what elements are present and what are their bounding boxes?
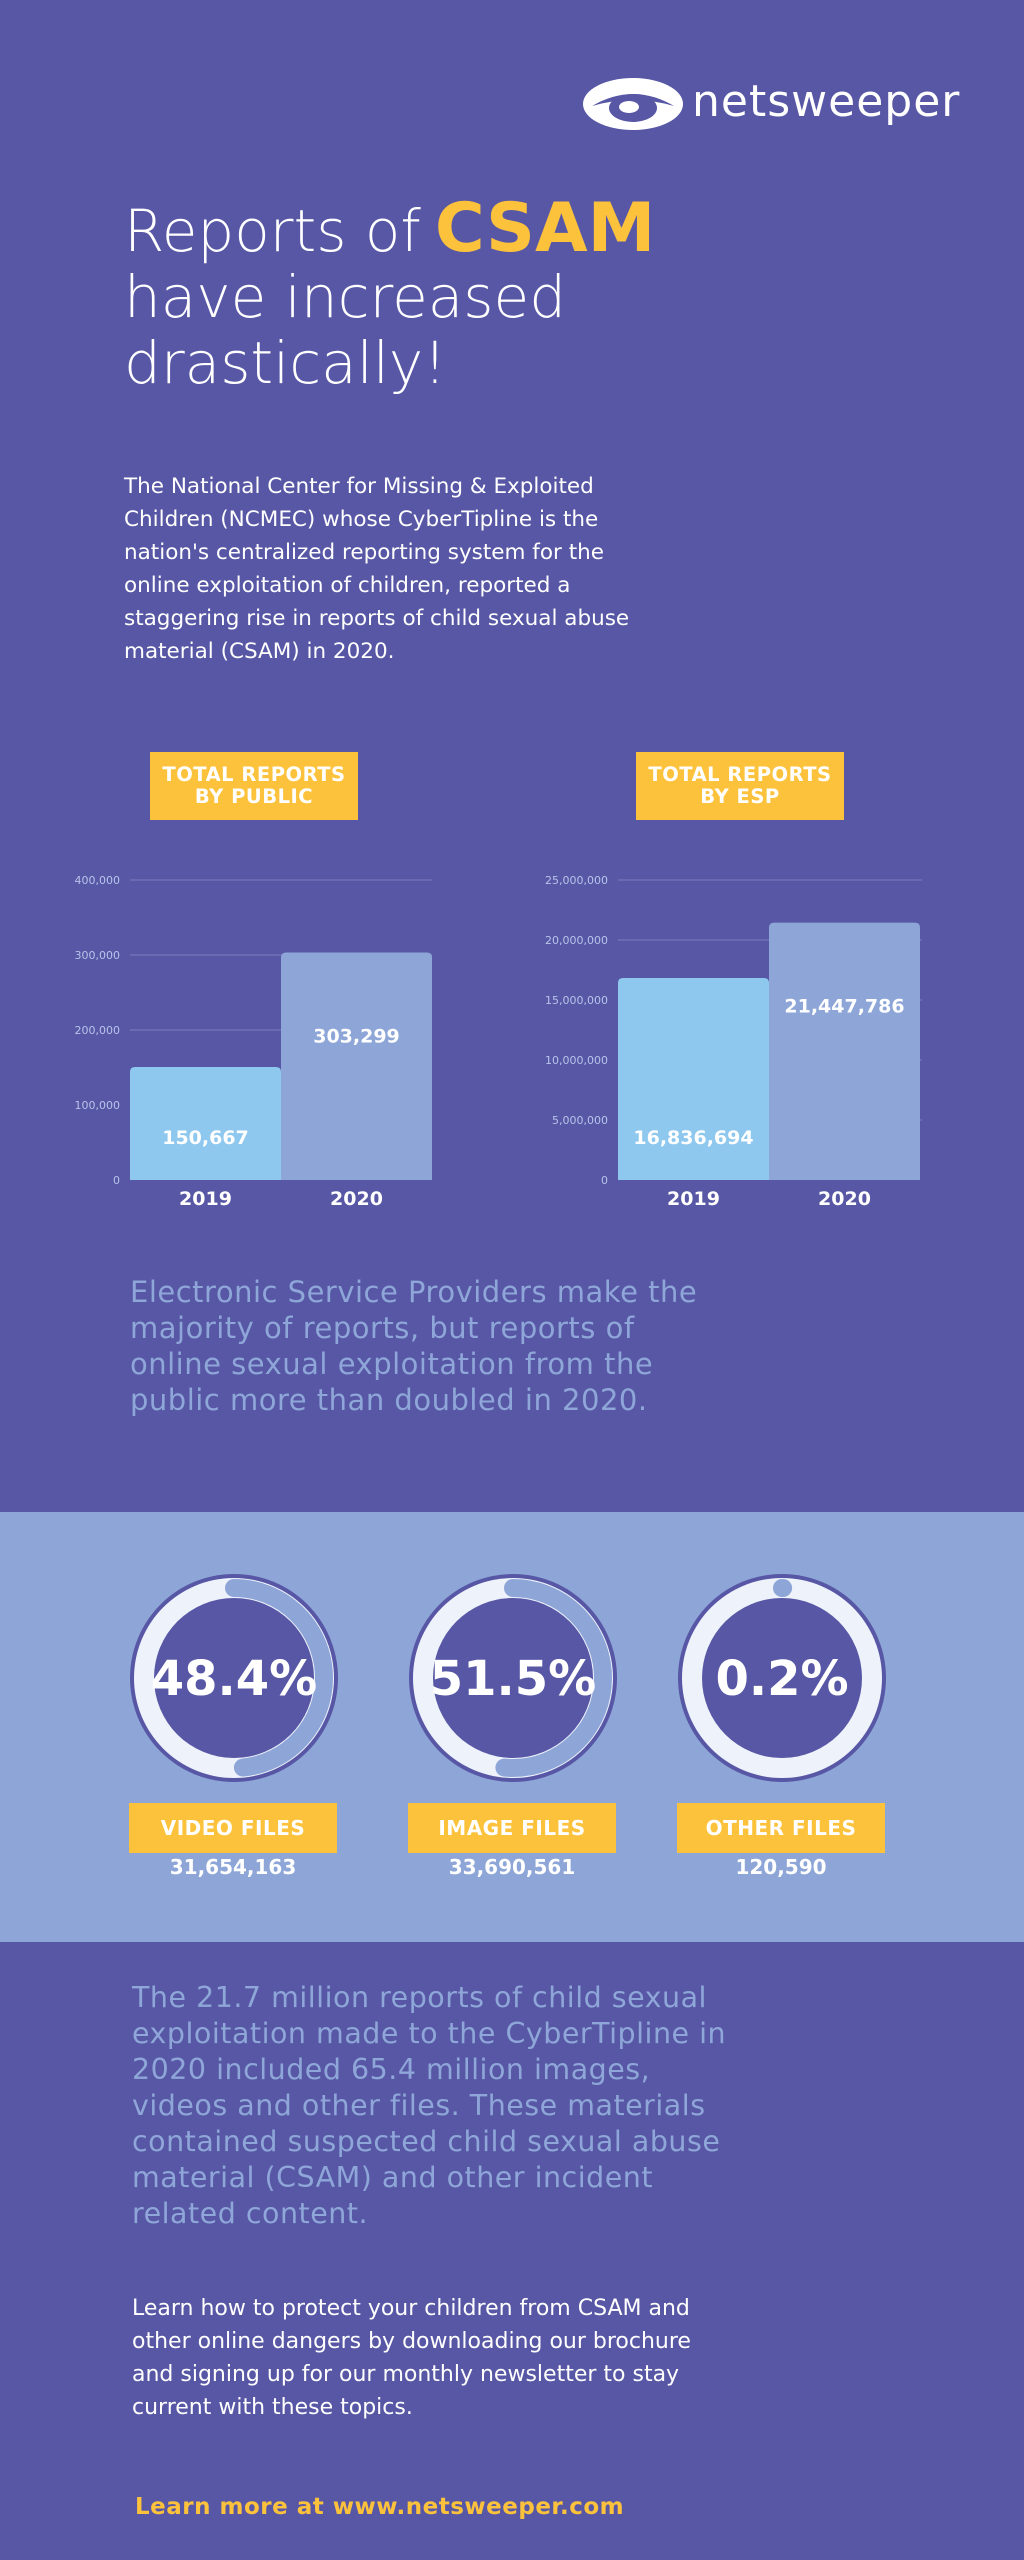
bar-2020 [281, 952, 432, 1180]
y-tick-label: 400,000 [75, 874, 121, 887]
title-prefix: Reports of [124, 197, 421, 265]
video-files-label: VIDEO FILES [129, 1803, 337, 1853]
x-tick-label: 2020 [818, 1188, 871, 1210]
brand-name: netsweeper [692, 76, 961, 127]
eye-logo-icon [583, 78, 683, 130]
other-files-count: 120,590 [735, 1855, 827, 1879]
y-tick-label: 0 [113, 1174, 120, 1187]
y-tick-label: 200,000 [75, 1024, 121, 1037]
y-tick-label: 25,000,000 [545, 874, 608, 887]
other-files-label: OTHER FILES [677, 1803, 885, 1853]
chart-tag-esp-line2: BY ESP [700, 785, 780, 808]
title-accent: CSAM [434, 189, 656, 268]
bar-value-label: 16,836,694 [633, 1127, 753, 1149]
chart-tag-public: TOTAL REPORTS BY PUBLIC [150, 752, 358, 820]
chart-tag-esp: TOTAL REPORTS BY ESP [636, 752, 844, 820]
title-line-3: drastically! [124, 329, 447, 397]
intro-paragraph: The National Center for Missing & Exploi… [124, 474, 630, 664]
y-tick-label: 5,000,000 [552, 1114, 608, 1127]
ring-progress [414, 1579, 612, 1777]
call-to-action: Learn how to protect your children from … [132, 2296, 691, 2420]
public-reports-chart: 0 100,000 200,000 300,000 400,000 150,667 2019… [75, 874, 432, 1210]
website-link[interactable]: Learn more at www.netsweeper.com [135, 2494, 625, 2520]
ring-progress [683, 1579, 881, 1777]
bar-2020 [769, 922, 920, 1180]
ring-center [702, 1598, 862, 1758]
bar-2019 [618, 977, 769, 1180]
y-tick-label: 0 [601, 1174, 608, 1187]
y-tick-label: 100,000 [75, 1099, 121, 1112]
y-tick-label: 20,000,000 [545, 934, 608, 947]
ring-percent: 51.5% [430, 1651, 597, 1707]
bar-value-label: 21,447,786 [784, 996, 904, 1018]
bar-value-label: 303,299 [313, 1026, 400, 1048]
other-files-ring: 0.2% [678, 1574, 886, 1782]
x-tick-label: 2019 [667, 1188, 720, 1210]
image-files-ring: 51.5% [409, 1574, 617, 1782]
y-tick-label: 15,000,000 [545, 994, 608, 1007]
ring-percent: 48.4% [151, 1651, 318, 1707]
x-tick-label: 2019 [179, 1188, 232, 1210]
image-files-label: IMAGE FILES [408, 1803, 616, 1853]
chart-tag-public-line1: TOTAL REPORTS [162, 763, 346, 786]
video-files-ring: 48.4% [130, 1574, 338, 1782]
summary-text-2: The 21.7 million reports of child sexual… [132, 1981, 727, 2230]
ring-center [154, 1598, 314, 1758]
brand-logo: netsweeper [582, 72, 962, 136]
page-title: Reports of CSAM have increased drasticall… [124, 195, 844, 397]
bar-2019 [130, 1066, 281, 1180]
x-tick-label: 2020 [330, 1188, 383, 1210]
title-line-2: have increased [124, 263, 567, 331]
ring-progress [135, 1579, 333, 1777]
video-files-count: 31,654,163 [169, 1855, 297, 1879]
ring-center [433, 1598, 593, 1758]
ring-percent: 0.2% [715, 1651, 848, 1707]
image-files-count: 33,690,561 [448, 1855, 576, 1879]
bar-value-label: 150,667 [162, 1127, 249, 1149]
y-tick-label: 300,000 [75, 949, 121, 962]
summary-text-1: Electronic Service Providers make the ma… [130, 1275, 698, 1417]
chart-tag-public-line2: BY PUBLIC [194, 785, 314, 808]
chart-tag-esp-line1: TOTAL REPORTS [648, 763, 832, 786]
y-tick-label: 10,000,000 [545, 1054, 608, 1067]
esp-reports-chart: 0 5,000,000 10,000,000 15,000,000 20,000,000… [545, 874, 922, 1210]
